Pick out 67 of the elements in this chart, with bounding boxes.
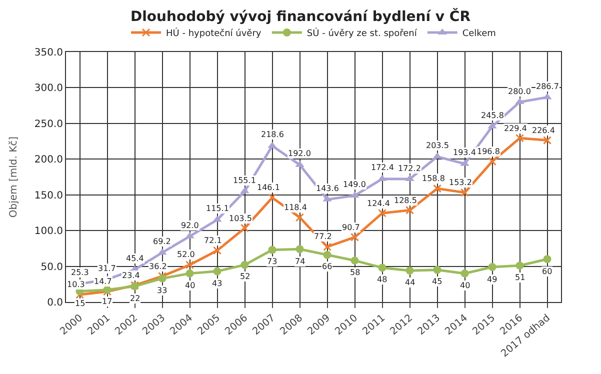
data-label: 52.0 (177, 250, 195, 259)
data-label: 73 (267, 257, 278, 266)
data-label: 115.1 (206, 204, 229, 213)
y-tick-label: 350.0 (34, 48, 63, 58)
data-label: 58 (350, 268, 360, 277)
data-label: 153.2 (449, 178, 472, 187)
data-label: 149.0 (343, 180, 366, 189)
data-label: 158.8 (422, 174, 445, 183)
data-label: 143.6 (316, 184, 339, 193)
data-label: 69.2 (153, 237, 171, 246)
data-label: 25.3 (71, 268, 89, 277)
data-label: 90.7 (342, 223, 360, 232)
data-label: 229.4 (504, 124, 527, 133)
data-label: 203.5 (426, 141, 449, 150)
chart-title: Dlouhodobý vývoj financování bydlení v ČR (130, 8, 471, 26)
data-label: 43 (212, 279, 222, 288)
data-label: 128.5 (394, 196, 417, 205)
data-label: 45 (432, 277, 442, 286)
data-label: 155.1 (233, 176, 256, 185)
data-label: 245.8 (481, 111, 504, 120)
data-label: 286.7 (536, 82, 559, 91)
y-tick-label: 100.0 (34, 226, 63, 238)
data-label: 45.4 (126, 254, 144, 263)
data-label: 193.4 (453, 148, 476, 157)
data-label: 49 (487, 275, 498, 284)
data-label: 22 (130, 294, 140, 303)
data-label: 77.2 (314, 232, 332, 241)
data-label: 192.0 (288, 149, 311, 158)
data-label: 51 (515, 273, 526, 282)
data-label: 146.1 (257, 183, 280, 192)
legend-label: HÚ - hypoteční úvěry (166, 27, 262, 40)
data-label: 218.6 (261, 130, 284, 139)
data-label: 103.5 (229, 214, 252, 223)
y-tick-label: 150.0 (34, 190, 63, 202)
data-label: 92.0 (181, 221, 199, 230)
data-label: 10.3 (67, 280, 85, 289)
data-label: 280.0 (508, 87, 531, 96)
y-tick-label: 0.0 (47, 298, 63, 308)
data-label: 60 (542, 267, 552, 276)
data-label: 74 (295, 257, 306, 266)
data-label: 17 (102, 297, 112, 306)
data-label: 66 (322, 262, 332, 271)
data-label: 172.4 (371, 163, 394, 172)
data-label: 196.8 (477, 147, 500, 156)
y-tick-label: 300.0 (34, 83, 63, 94)
data-label: 40 (185, 281, 196, 290)
data-label: 72.1 (204, 236, 222, 245)
y-axis-title: Objem [mld. Kč] (8, 136, 20, 218)
data-label: 15 (75, 299, 86, 308)
y-tick-label: 200.0 (34, 154, 63, 166)
data-label: 33 (157, 286, 168, 295)
data-label: 14.7 (94, 277, 112, 286)
legend-label: Celkem (462, 29, 496, 40)
data-label: 172.2 (398, 164, 421, 173)
data-label: 124.4 (367, 199, 390, 208)
data-label: 118.4 (284, 203, 307, 212)
data-label: 48 (377, 275, 388, 284)
data-label: 31.7 (98, 264, 116, 273)
legend-label: SÚ - úvěry ze st. spoření (306, 27, 418, 40)
data-label: 40 (460, 281, 470, 290)
y-tick-label: 250.0 (34, 118, 63, 130)
data-label: 23.4 (122, 271, 140, 280)
y-tick-label: 50.0 (40, 262, 63, 273)
data-label: 52 (240, 272, 250, 281)
data-label: 226.4 (532, 126, 555, 135)
data-label: 44 (405, 278, 416, 287)
data-label: 36.2 (149, 262, 167, 271)
